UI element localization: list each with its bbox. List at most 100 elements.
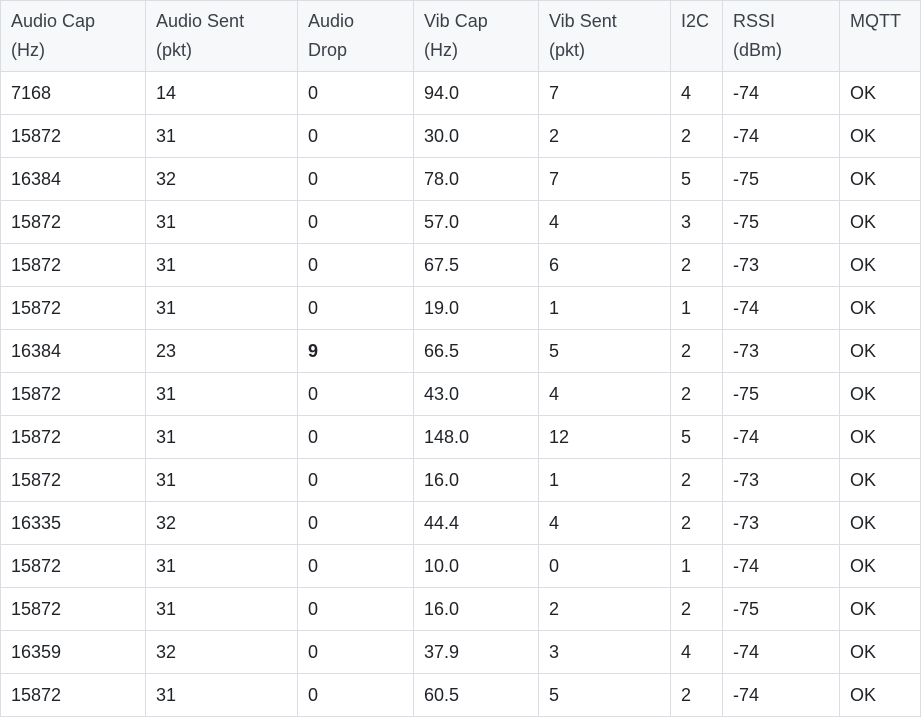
- table-cell: OK: [839, 200, 921, 244]
- table-cell: 1: [538, 286, 671, 330]
- table-cell: OK: [839, 415, 921, 459]
- table-cell: 10.0: [413, 544, 539, 588]
- table-row: 15872 31 0 19.0 1 1 -74 OK: [0, 286, 921, 330]
- table-cell: 0: [297, 587, 414, 631]
- table-cell: 148.0: [413, 415, 539, 459]
- table-cell: 4: [538, 372, 671, 416]
- table-cell: 0: [297, 286, 414, 330]
- table-cell: 94.0: [413, 71, 539, 115]
- table-cell: OK: [839, 243, 921, 287]
- table-cell: 7: [538, 71, 671, 115]
- table-row: 15872 31 0 148.0 12 5 -74 OK: [0, 415, 921, 459]
- table-cell: 0: [297, 71, 414, 115]
- table-cell: OK: [839, 114, 921, 158]
- table-cell: 0: [297, 630, 414, 674]
- table-cell: 4: [538, 200, 671, 244]
- table-cell: 5: [670, 415, 723, 459]
- table-row: 7168 14 0 94.0 7 4 -74 OK: [0, 71, 921, 115]
- table-cell: -74: [722, 286, 840, 330]
- table-cell: -73: [722, 458, 840, 502]
- table-row: 15872 31 0 57.0 4 3 -75 OK: [0, 200, 921, 244]
- table-row: 15872 31 0 43.0 4 2 -75 OK: [0, 372, 921, 416]
- table-cell: 12: [538, 415, 671, 459]
- table-cell: 31: [145, 673, 298, 717]
- table-row: 15872 31 0 67.5 6 2 -73 OK: [0, 243, 921, 287]
- table-cell: 16384: [0, 329, 146, 373]
- table-cell: 0: [538, 544, 671, 588]
- table-cell: 5: [538, 673, 671, 717]
- table-cell: 15872: [0, 415, 146, 459]
- table-cell: 15872: [0, 458, 146, 502]
- table-cell: OK: [839, 458, 921, 502]
- table-cell: OK: [839, 544, 921, 588]
- table-cell: 30.0: [413, 114, 539, 158]
- table-cell: 5: [670, 157, 723, 201]
- table-cell: -75: [722, 200, 840, 244]
- header-cell: Vib Cap (Hz): [413, 0, 539, 72]
- table-cell: 31: [145, 200, 298, 244]
- table-cell: 1: [538, 458, 671, 502]
- table-row: 15872 31 0 30.0 2 2 -74 OK: [0, 114, 921, 158]
- table-cell: 15872: [0, 372, 146, 416]
- table-cell: OK: [839, 372, 921, 416]
- table-cell: 19.0: [413, 286, 539, 330]
- table-cell: OK: [839, 587, 921, 631]
- table-cell: 4: [670, 630, 723, 674]
- table-row: 15872 31 0 10.0 0 1 -74 OK: [0, 544, 921, 588]
- table-cell: 7: [538, 157, 671, 201]
- table-row: 15872 31 0 60.5 5 2 -74 OK: [0, 673, 921, 717]
- table-cell: 0: [297, 114, 414, 158]
- table-cell: 0: [297, 544, 414, 588]
- table-cell: 0: [297, 673, 414, 717]
- table-cell: 15872: [0, 286, 146, 330]
- table-cell: 15872: [0, 587, 146, 631]
- table-cell: 16335: [0, 501, 146, 545]
- table-cell: -73: [722, 329, 840, 373]
- table-cell: 2: [670, 501, 723, 545]
- header-cell: Audio Drop: [297, 0, 414, 72]
- table-cell: 6: [538, 243, 671, 287]
- table-cell: 31: [145, 114, 298, 158]
- table-cell: OK: [839, 501, 921, 545]
- table-cell: 15872: [0, 114, 146, 158]
- table-cell: 2: [670, 458, 723, 502]
- table-cell: -74: [722, 415, 840, 459]
- table-cell: OK: [839, 630, 921, 674]
- table-cell: 57.0: [413, 200, 539, 244]
- table-cell: 67.5: [413, 243, 539, 287]
- table-cell: 31: [145, 458, 298, 502]
- table-cell: 32: [145, 501, 298, 545]
- table-cell: 14: [145, 71, 298, 115]
- table-cell: 0: [297, 415, 414, 459]
- table-cell: 5: [538, 329, 671, 373]
- table-cell: 78.0: [413, 157, 539, 201]
- table-cell: 0: [297, 372, 414, 416]
- table-cell: 7168: [0, 71, 146, 115]
- table-cell: 0: [297, 243, 414, 287]
- table-cell: 3: [538, 630, 671, 674]
- table-cell: -75: [722, 157, 840, 201]
- header-row: Audio Cap (Hz) Audio Sent (pkt) Audio Drop…: [0, 0, 921, 72]
- table-row: 15872 31 0 16.0 1 2 -73 OK: [0, 458, 921, 502]
- table-cell: OK: [839, 673, 921, 717]
- table-cell: 16.0: [413, 587, 539, 631]
- table-row: 15872 31 0 16.0 2 2 -75 OK: [0, 587, 921, 631]
- table-row: 16384 23 9 66.5 5 2 -73 OK: [0, 329, 921, 373]
- table-cell: 32: [145, 630, 298, 674]
- table-cell: 15872: [0, 243, 146, 287]
- table-cell: 31: [145, 286, 298, 330]
- table-cell: 2: [670, 673, 723, 717]
- header-cell: MQTT: [839, 0, 921, 72]
- table-cell: 31: [145, 243, 298, 287]
- table-cell: -75: [722, 587, 840, 631]
- table-cell: 4: [670, 71, 723, 115]
- table-cell: 0: [297, 200, 414, 244]
- table-cell: 9: [297, 329, 414, 373]
- table-cell: 60.5: [413, 673, 539, 717]
- table-cell: 0: [297, 157, 414, 201]
- table-cell: OK: [839, 157, 921, 201]
- table-cell: 16.0: [413, 458, 539, 502]
- table-cell: 1: [670, 286, 723, 330]
- table-cell: 32: [145, 157, 298, 201]
- table-cell: 23: [145, 329, 298, 373]
